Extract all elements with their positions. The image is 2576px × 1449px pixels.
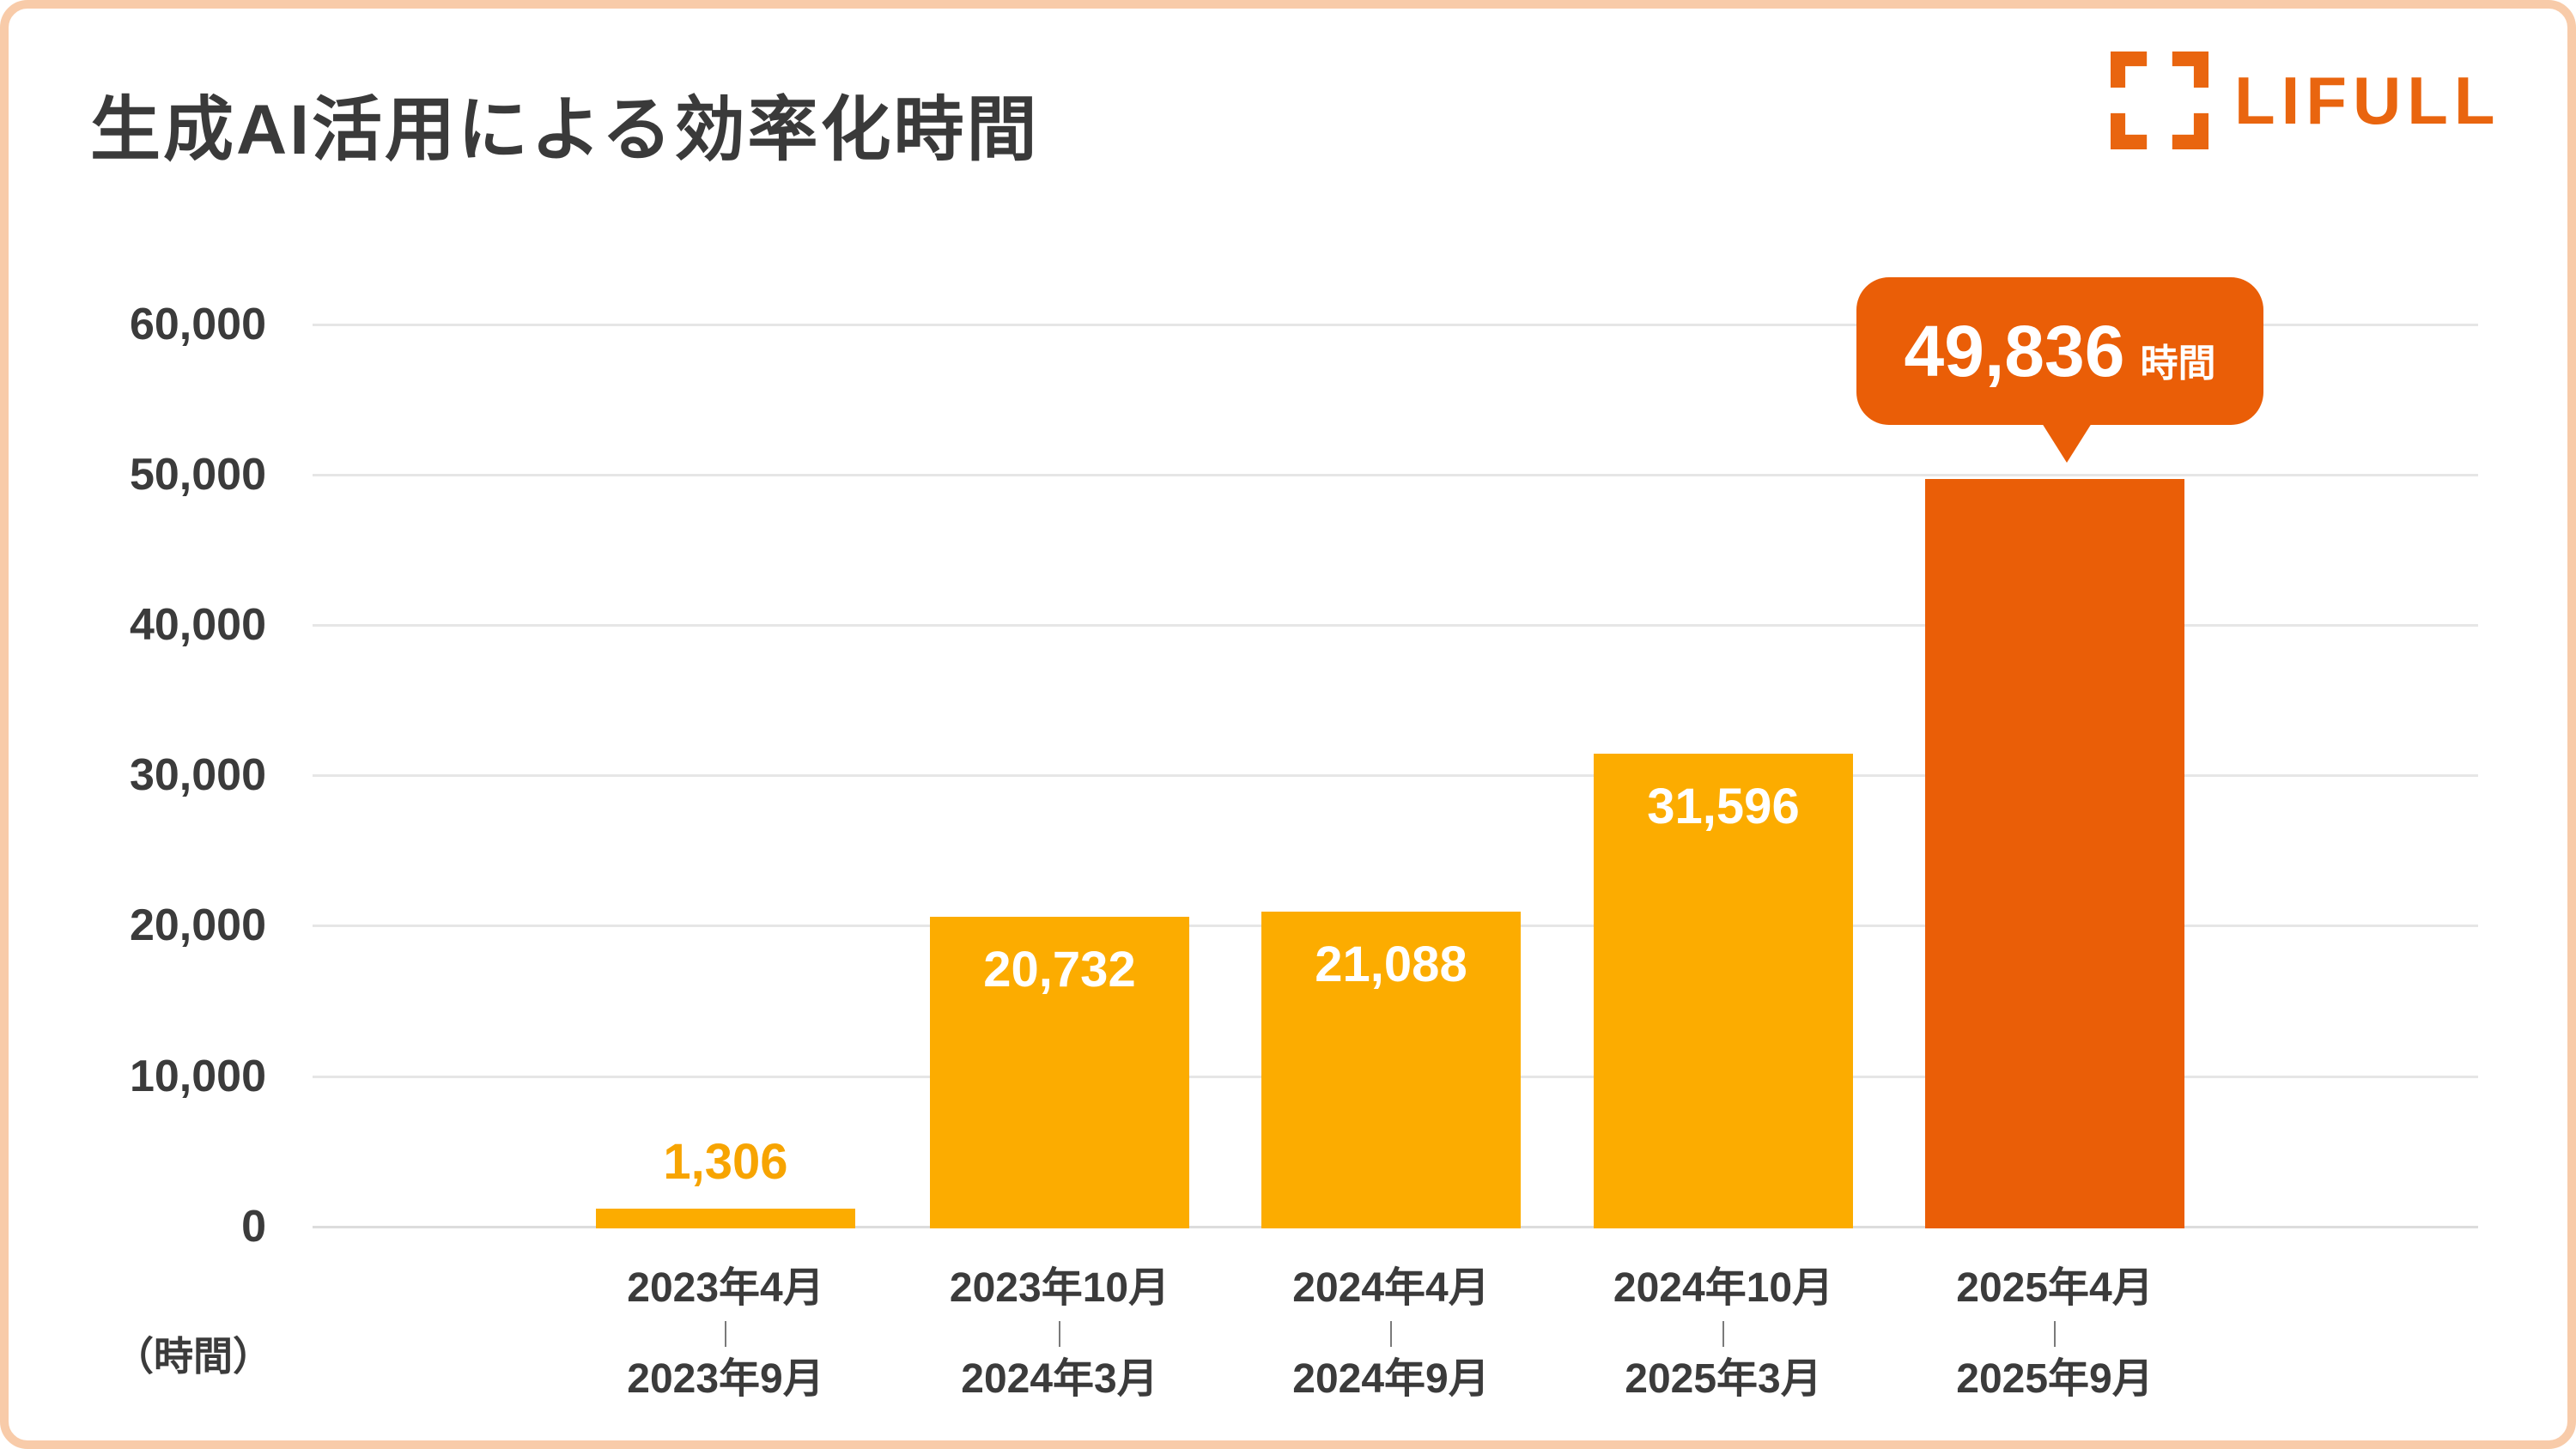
period-divider (725, 1321, 726, 1347)
viewfinder-brackets-icon (2111, 52, 2208, 149)
period-start: 2023年10月 (949, 1265, 1170, 1311)
x-tick-2024h1: 2024年4月 2024年9月 (1236, 1264, 1546, 1404)
period-start: 2024年4月 (1292, 1265, 1490, 1311)
x-tick-2025h1: 2025年4月 2025年9月 (1900, 1264, 2209, 1404)
gridline-30000 (313, 774, 2478, 777)
lifull-logo: LIFULL (2111, 52, 2501, 149)
y-tick-label: 60,000 (129, 300, 266, 349)
bar-2024h1 (1261, 912, 1521, 1228)
y-tick-label: 50,000 (129, 450, 266, 500)
period-start: 2023年4月 (627, 1265, 824, 1311)
gridline-60000 (313, 324, 2478, 326)
bar-value-label: 20,732 (983, 942, 1136, 997)
period-end: 2024年9月 (1292, 1356, 1490, 1402)
callout-bubble: 49,836 時間 (1856, 277, 2263, 425)
x-tick-2023h2: 2023年10月 2024年3月 (905, 1264, 1214, 1404)
period-start: 2025年4月 (1956, 1265, 2154, 1311)
bar-value-label: 1,306 (663, 1134, 788, 1190)
bar-value-label: 21,088 (1315, 937, 1467, 992)
y-tick-label: 40,000 (129, 600, 266, 650)
period-end: 2025年9月 (1956, 1356, 2154, 1402)
y-tick-label: 10,000 (129, 1052, 266, 1101)
bar-2025h1-highlight (1925, 479, 2184, 1228)
bar-2023h1 (596, 1209, 855, 1228)
x-tick-2024h2: 2024年10月 2025年3月 (1569, 1264, 1878, 1404)
period-divider (2054, 1321, 2056, 1347)
period-divider (1722, 1321, 1724, 1347)
bar-2023h2 (930, 917, 1189, 1228)
x-tick-2023h1: 2023年4月 2023年9月 (571, 1264, 880, 1404)
y-tick-label: 30,000 (129, 750, 266, 800)
y-tick-label: 0 (241, 1202, 266, 1252)
lifull-logo-text: LIFULL (2234, 63, 2501, 138)
gridline-40000 (313, 624, 2478, 627)
callout-tail (2042, 423, 2092, 463)
period-divider (1059, 1321, 1060, 1347)
callout-value: 49,836 (1904, 311, 2125, 391)
bar-value-label: 31,596 (1647, 779, 1800, 834)
period-end: 2023年9月 (627, 1356, 824, 1402)
period-end: 2025年3月 (1625, 1356, 1822, 1402)
period-divider (1390, 1321, 1392, 1347)
callout-unit: 時間 (2140, 343, 2216, 385)
y-axis-unit-label: （時間） (114, 1334, 272, 1379)
gridline-50000 (313, 474, 2478, 476)
y-tick-label: 20,000 (129, 900, 266, 950)
bar-2024h2 (1594, 754, 1853, 1228)
period-start: 2024年10月 (1613, 1265, 1834, 1311)
period-end: 2024年3月 (961, 1356, 1158, 1402)
page-title: 生成AI活用による効率化時間 (90, 91, 1040, 169)
